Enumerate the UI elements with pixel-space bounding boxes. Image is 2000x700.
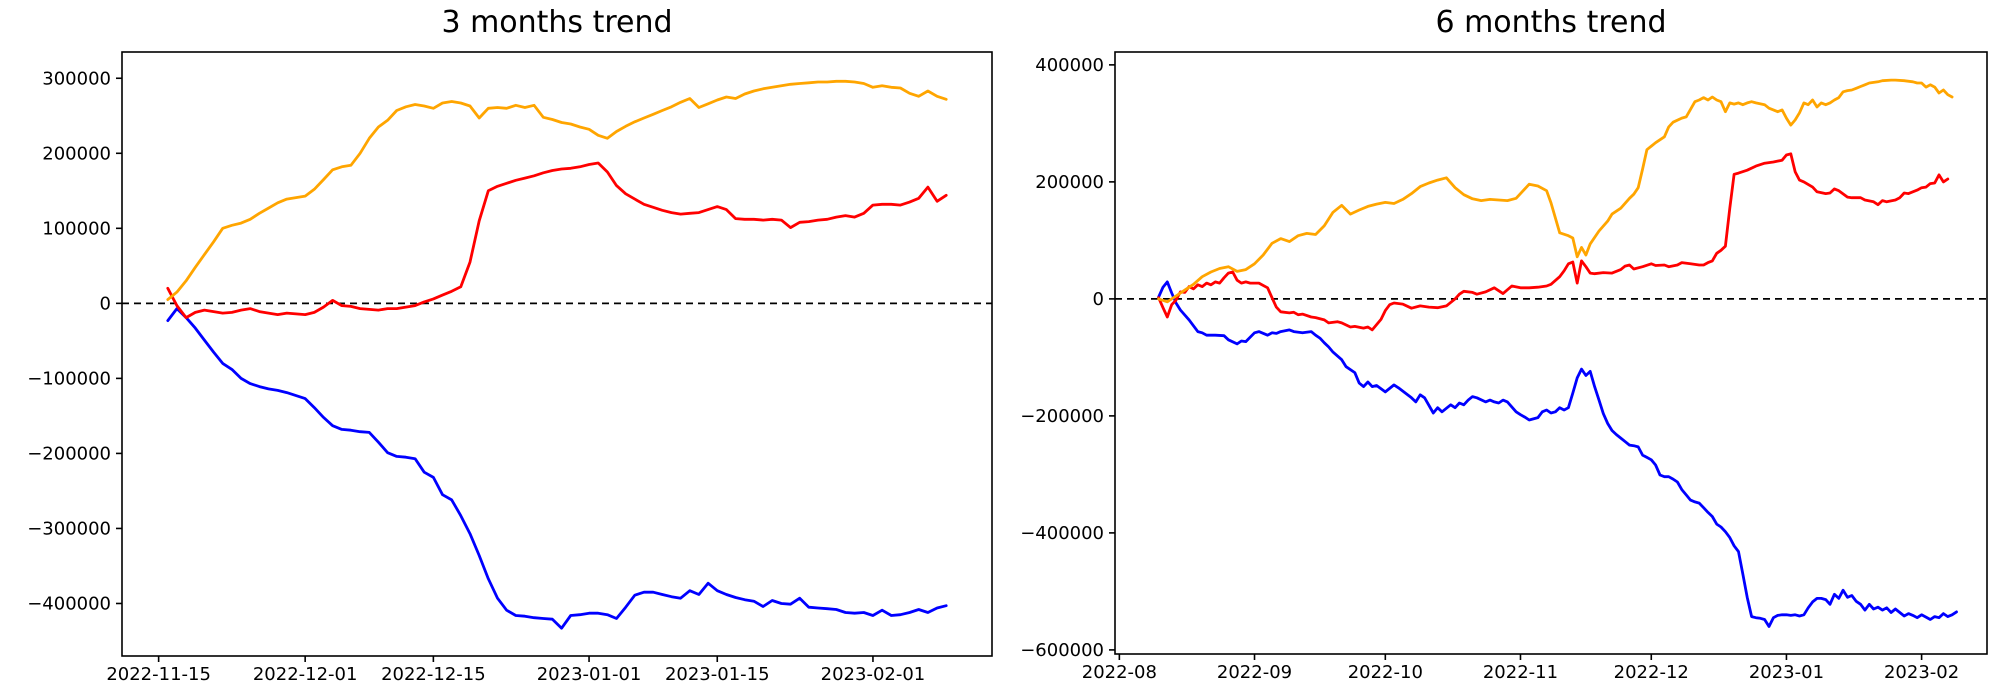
y-tick-label: 200000 xyxy=(42,143,111,164)
y-tick-label: 0 xyxy=(1093,289,1104,310)
y-tick-label: −200000 xyxy=(1020,406,1104,427)
chart-title-3-months-trend: 3 months trend xyxy=(441,5,673,40)
y-tick-label: −600000 xyxy=(1020,640,1104,661)
y-tick-label: −400000 xyxy=(1020,523,1104,544)
y-tick-label: −400000 xyxy=(27,593,111,614)
chart-title-6-months-trend: 6 months trend xyxy=(1435,5,1667,40)
orange-line xyxy=(166,79,948,302)
x-tick-label: 2022-12 xyxy=(1614,662,1689,683)
plot-frame xyxy=(1114,51,1988,655)
x-tick-label: 2023-01 xyxy=(1749,662,1824,683)
blue-line xyxy=(1157,280,1958,628)
red-line xyxy=(166,161,948,320)
plot-frame xyxy=(121,51,993,657)
y-tick-label: 0 xyxy=(100,293,111,314)
y-tick-label: 400000 xyxy=(1035,55,1104,76)
x-tick-label: 2022-12-15 xyxy=(381,664,486,685)
y-tick-label: 300000 xyxy=(42,68,111,89)
x-tick-label: 2023-02 xyxy=(1884,662,1959,683)
y-tick-label: 100000 xyxy=(42,218,111,239)
x-tick-label: 2022-09 xyxy=(1217,662,1292,683)
x-tick-label: 2023-01-15 xyxy=(665,664,770,685)
x-tick-label: 2023-01-01 xyxy=(537,664,642,685)
y-tick-label: −100000 xyxy=(27,368,111,389)
x-tick-label: 2022-12-01 xyxy=(253,664,358,685)
red-line xyxy=(1157,152,1950,332)
x-tick-label: 2022-11 xyxy=(1483,662,1558,683)
orange-line xyxy=(1157,78,1954,304)
y-tick-label: −200000 xyxy=(27,443,111,464)
x-tick-label: 2022-08 xyxy=(1082,662,1157,683)
x-tick-label: 2022-11-15 xyxy=(106,664,211,685)
x-tick-label: 2023-02-01 xyxy=(821,664,926,685)
y-tick-label: 200000 xyxy=(1035,172,1104,193)
y-tick-label: −300000 xyxy=(27,518,111,539)
x-tick-label: 2022-10 xyxy=(1348,662,1423,683)
blue-line xyxy=(166,307,948,630)
